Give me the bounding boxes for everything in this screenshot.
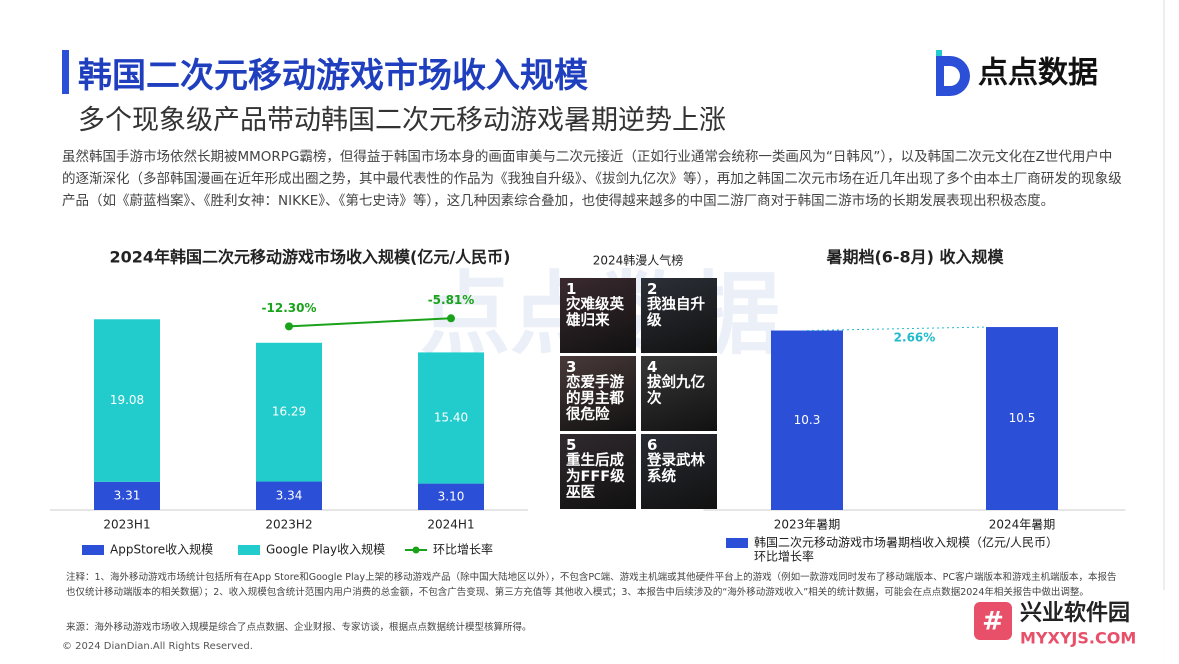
x-tick-label: 2023H1 [103, 518, 150, 532]
growth-label: 2.66% [894, 330, 936, 344]
rank-title: 恋爱手游的男主都很危险 [566, 375, 624, 423]
site-url: MYXYJS.COM [1020, 629, 1136, 648]
value-label: 15.40 [434, 411, 468, 425]
rank: 2 [647, 280, 658, 298]
logo-icon [936, 50, 970, 96]
bar [256, 342, 322, 482]
rank: 4 [647, 358, 658, 376]
rank-title: 拔剑九亿次 [647, 375, 705, 407]
title-bar [62, 50, 69, 94]
growth-dot [285, 322, 293, 331]
rank: 6 [647, 436, 658, 454]
ranking-item: 5 重生后成为FFF级巫医 [560, 434, 636, 509]
rank-title: 灾难级英雄归来 [566, 297, 624, 329]
legend-label: 环比增长率 [433, 542, 493, 557]
site-icon [974, 602, 1012, 640]
footer: © 2024 DianDian.All Rights Reserved. [62, 641, 253, 652]
notes: 注释：1、海外移动游戏市场统计包括所有在App Store和Google Pla… [66, 572, 1117, 598]
value-label: 10.3 [794, 413, 821, 427]
rank-title: 登录武林系统 [647, 453, 705, 485]
value-label: 3.31 [114, 488, 141, 502]
x-tick-label: 2023年暑期 [774, 518, 841, 532]
legend-swatch [238, 545, 260, 555]
bar [94, 319, 160, 482]
ranking-item: 6 登录武林系统 [641, 434, 717, 509]
growth-label: -5.81% [428, 293, 475, 307]
bar [418, 483, 484, 510]
rank: 5 [566, 436, 577, 454]
bar [418, 352, 484, 484]
source: 来源：海外移动游戏市场收入规模是综合了点点数据、企业财报、专家访谈，根据点点数据… [66, 622, 532, 633]
rank-title: 我独自升级 [647, 297, 705, 329]
legend-label: 环比增长率 [754, 549, 814, 564]
x-tick-label: 2024年暑期 [989, 518, 1056, 532]
site-icon-mark: # [982, 607, 1004, 637]
bar [256, 481, 322, 510]
bar [771, 330, 843, 510]
paragraph: 虽然韩国手游市场依然长期被MMORPG霸榜，但得益于韩国市场本身的画面审美与二次… [62, 149, 1122, 209]
value-label: 3.10 [438, 489, 465, 503]
logo-text: 点点数据 [978, 56, 1098, 91]
bar [94, 481, 160, 510]
x-tick-label: 2024H1 [427, 518, 474, 532]
site-name: 兴业软件园 [1020, 600, 1130, 626]
growth-label: -12.30% [262, 301, 317, 315]
ranking-item: 1 灾难级英雄归来 [560, 278, 636, 353]
rank: 1 [566, 280, 577, 298]
legend-dot [412, 546, 420, 554]
value-label: 3.34 [276, 488, 303, 502]
title: 韩国二次元移动游戏市场收入规模 [78, 56, 588, 96]
legend-label: Google Play收入规模 [266, 542, 385, 557]
legend-swatch [82, 545, 104, 555]
legend-label: 韩国二次元移动游戏市场暑期档收入规模（亿元/人民币） [754, 535, 1058, 550]
subtitle: 多个现象级产品带动韩国二次元移动游戏暑期逆势上涨 [78, 105, 726, 136]
ranking-item: 4 拔剑九亿次 [641, 356, 717, 431]
ranking-item: 2 我独自升级 [641, 278, 717, 353]
value-label: 10.5 [1009, 411, 1036, 425]
bar [986, 327, 1058, 510]
x-tick-label: 2023H2 [265, 518, 312, 532]
value-label: 16.29 [272, 405, 306, 419]
legend-swatch [726, 538, 748, 548]
rank-title: 重生后成为FFF级巫医 [566, 453, 625, 501]
growth-line [288, 317, 452, 328]
rank: 3 [566, 358, 577, 376]
growth-dot [447, 314, 455, 323]
ranking-title: 2024韩漫人气榜 [593, 253, 684, 268]
value-label: 19.08 [110, 393, 144, 407]
chart-title: 暑期档(6-8月) 收入规模 [825, 248, 1004, 267]
ranking-item: 3 恋爱手游的男主都很危险 [560, 356, 636, 431]
legend-label: AppStore收入规模 [110, 542, 213, 557]
chart-title: 2024年韩国二次元移动游戏市场收入规模(亿元/人民币) [109, 248, 510, 267]
